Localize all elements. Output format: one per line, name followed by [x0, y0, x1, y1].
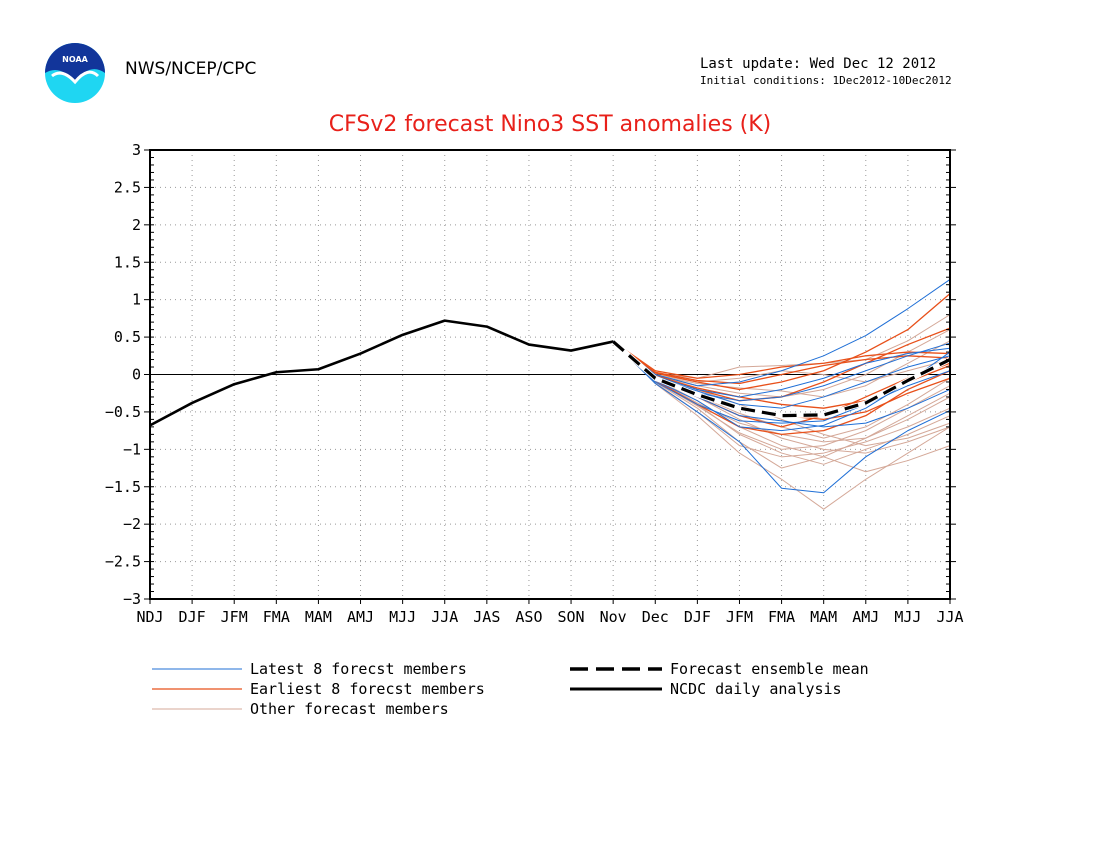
x-tick-label: JJA — [431, 608, 458, 626]
x-tick-label: DJF — [684, 608, 711, 626]
y-tick-label: −2 — [123, 515, 141, 533]
y-tick-label: −3 — [123, 590, 141, 608]
legend-label-analysis: NCDC daily analysis — [670, 680, 842, 698]
x-tick-label: ASO — [515, 608, 542, 626]
x-tick-label: MAM — [305, 608, 332, 626]
series-line-mean — [612, 340, 951, 418]
x-tick-label: NDJ — [136, 608, 163, 626]
y-tick-label: 2.5 — [114, 178, 141, 196]
x-tick-label: FMA — [768, 608, 795, 626]
series-line-latest — [612, 341, 951, 398]
series-line-analysis — [149, 319, 614, 427]
y-tick-label: 0.5 — [114, 328, 141, 346]
x-tick-label: DJF — [179, 608, 206, 626]
y-tick-label: 0 — [132, 366, 141, 384]
series-line-latest — [612, 341, 951, 494]
x-tick-label: Nov — [600, 608, 627, 626]
series-line-earliest — [612, 293, 951, 391]
legend-label-earliest: Earliest 8 forecst members — [250, 680, 485, 698]
y-tick-label: −0.5 — [105, 403, 141, 421]
chart-title: CFSv2 forecast Nino3 SST anomalies (K) — [328, 112, 772, 137]
x-tick-label: MJJ — [894, 608, 921, 626]
series-layer — [149, 279, 952, 510]
y-tick-label: 3 — [132, 141, 141, 159]
y-tick-label: 2 — [132, 216, 141, 234]
x-tick-label: AMJ — [347, 608, 374, 626]
x-tick-label: MAM — [810, 608, 837, 626]
legend-label-other: Other forecast members — [250, 700, 449, 718]
y-tick-label: 1.5 — [114, 253, 141, 271]
series-line-other — [612, 341, 951, 469]
x-tick-label: SON — [558, 608, 585, 626]
x-tick-label: FMA — [263, 608, 290, 626]
last-update-text: Last update: Wed Dec 12 2012 — [700, 56, 937, 72]
x-tick-label: AMJ — [852, 608, 879, 626]
series-line-earliest — [612, 341, 951, 436]
x-tick-label: JJA — [936, 608, 963, 626]
series-line-earliest — [612, 341, 951, 379]
x-tick-label: JFM — [221, 608, 248, 626]
y-tick-label: −1.5 — [105, 478, 141, 496]
series-line-other — [612, 341, 951, 510]
series-line-other — [612, 341, 951, 473]
initial-conditions-text: Initial conditions: 1Dec2012-10Dec2012 — [700, 74, 952, 87]
legend-layer: Latest 8 forecst members Earliest 8 forec… — [152, 660, 869, 718]
noaa-logo: NOAA — [45, 43, 105, 103]
noaa-logo-text: NOAA — [62, 55, 88, 64]
x-tick-label: JFM — [726, 608, 753, 626]
agency-label: NWS/NCEP/CPC — [125, 59, 257, 79]
y-tick-label: −1 — [123, 440, 141, 458]
x-tick-label: JAS — [473, 608, 500, 626]
grid-layer — [150, 150, 950, 599]
series-line-other — [612, 314, 951, 379]
legend-label-mean: Forecast ensemble mean — [670, 660, 869, 678]
x-tick-label: MJJ — [389, 608, 416, 626]
series-line-latest — [612, 341, 951, 424]
y-tick-label: −2.5 — [105, 553, 141, 571]
y-tick-label: 1 — [132, 291, 141, 309]
x-tick-label: Dec — [642, 608, 669, 626]
legend-label-latest: Latest 8 forecst members — [250, 660, 467, 678]
series-line-latest — [612, 279, 951, 387]
